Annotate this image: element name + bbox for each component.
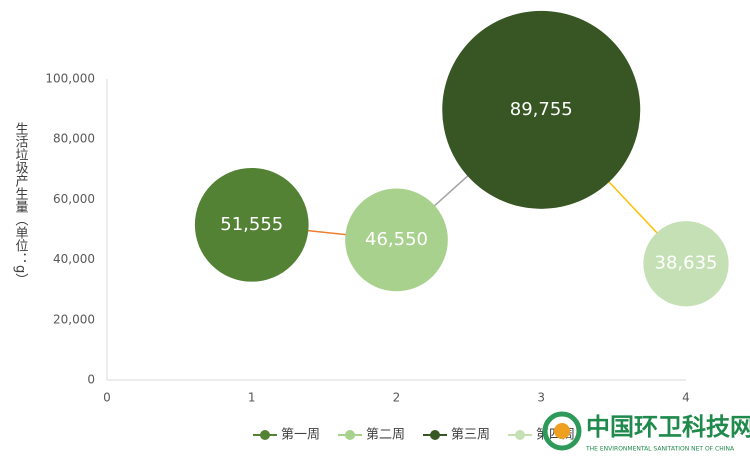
bubble xyxy=(194,167,309,282)
bubble xyxy=(345,188,448,292)
data-label: 51,555 xyxy=(220,214,283,235)
y-tick-label: 60,000 xyxy=(53,192,95,206)
bubble xyxy=(442,10,641,209)
logo-dot xyxy=(554,423,570,439)
data-label: 46,550 xyxy=(365,229,428,250)
watermark-title: 中国环卫科技网 xyxy=(586,413,750,441)
y-tick-label: 100,000 xyxy=(45,72,95,86)
y-tick-label: 20,000 xyxy=(53,312,95,326)
legend-item: 第一周 xyxy=(253,428,320,443)
legend-marker xyxy=(430,430,440,440)
legend-marker xyxy=(260,430,270,440)
watermark: 中国环卫科技网 THE ENVIRONMENTAL SANITATION NET… xyxy=(542,411,750,453)
legend-label: 第三周 xyxy=(451,428,490,443)
y-axis-label: 生活垃圾产生量（单位：g） xyxy=(13,122,29,286)
legend-label: 第一周 xyxy=(281,428,320,443)
legend-marker xyxy=(345,430,355,440)
x-tick-label: 0 xyxy=(103,391,111,405)
x-tick-label: 4 xyxy=(682,391,690,405)
y-tick-label: 80,000 xyxy=(53,132,95,146)
x-tick-label: 1 xyxy=(248,391,256,405)
legend-marker xyxy=(515,430,525,440)
logo xyxy=(542,411,582,451)
legend-label: 第二周 xyxy=(366,428,405,443)
y-tick-label: 40,000 xyxy=(53,252,95,266)
legend-item: 第三周 xyxy=(423,428,490,443)
watermark-subtitle: THE ENVIRONMENTAL SANITATION NET OF CHIN… xyxy=(585,446,735,453)
data-label: 38,635 xyxy=(655,253,718,274)
legend-item: 第二周 xyxy=(338,428,405,443)
data-label: 89,755 xyxy=(510,99,573,120)
y-tick-label: 0 xyxy=(87,373,95,387)
x-tick-label: 2 xyxy=(393,391,401,405)
bubble xyxy=(643,221,729,307)
x-tick-label: 3 xyxy=(537,391,545,405)
